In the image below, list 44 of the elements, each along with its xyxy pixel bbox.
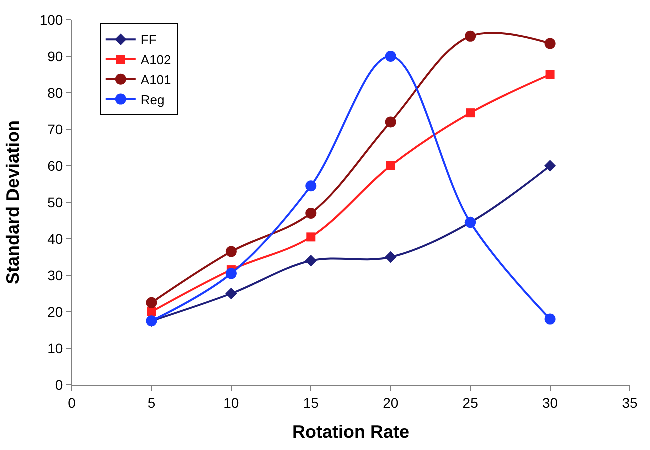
y-axis-title: Standard Deviation [3, 120, 24, 285]
point [544, 38, 556, 50]
point [306, 232, 316, 242]
point [466, 108, 476, 118]
x-tick-label: 20 [383, 394, 399, 411]
point [544, 160, 556, 172]
point [385, 251, 397, 264]
legend-label: A102 [140, 52, 172, 68]
x-tick-label: 25 [462, 394, 479, 411]
legend-label: FF [140, 32, 157, 48]
point [306, 208, 317, 219]
point [386, 162, 396, 170]
point [385, 116, 396, 128]
x-tick-label: 10 [224, 394, 240, 411]
y-tick-label: 40 [48, 230, 64, 247]
point [226, 288, 238, 300]
point [146, 297, 158, 308]
legend-label: Reg [140, 92, 165, 108]
y-tick-label: 100 [40, 12, 64, 28]
point [226, 268, 237, 280]
y-tick-label: 90 [48, 48, 64, 64]
point [546, 70, 555, 80]
x-tick-label: 5 [148, 394, 156, 411]
point [147, 308, 156, 316]
y-tick-label: 0 [55, 376, 64, 393]
point [226, 246, 237, 258]
legend-label: A101 [140, 72, 172, 88]
x-axis-title: Rotation Rate [292, 422, 410, 442]
y-tick-label: 20 [48, 304, 64, 320]
point [465, 30, 476, 42]
y-tick-label: 60 [48, 158, 64, 174]
y-tick-label: 30 [48, 267, 64, 284]
point [544, 314, 556, 325]
y-tick-label: 10 [48, 340, 64, 356]
x-tick-label: 35 [622, 394, 638, 411]
point [306, 180, 317, 192]
y-tick-label: 80 [48, 84, 64, 101]
point [385, 51, 396, 62]
point [305, 255, 317, 267]
x-tick-label: 0 [68, 394, 76, 411]
x-tick-label: 15 [303, 394, 320, 411]
x-tick-label: 30 [542, 394, 558, 411]
y-tick-label: 50 [48, 194, 64, 210]
y-tick-label: 70 [48, 121, 64, 138]
